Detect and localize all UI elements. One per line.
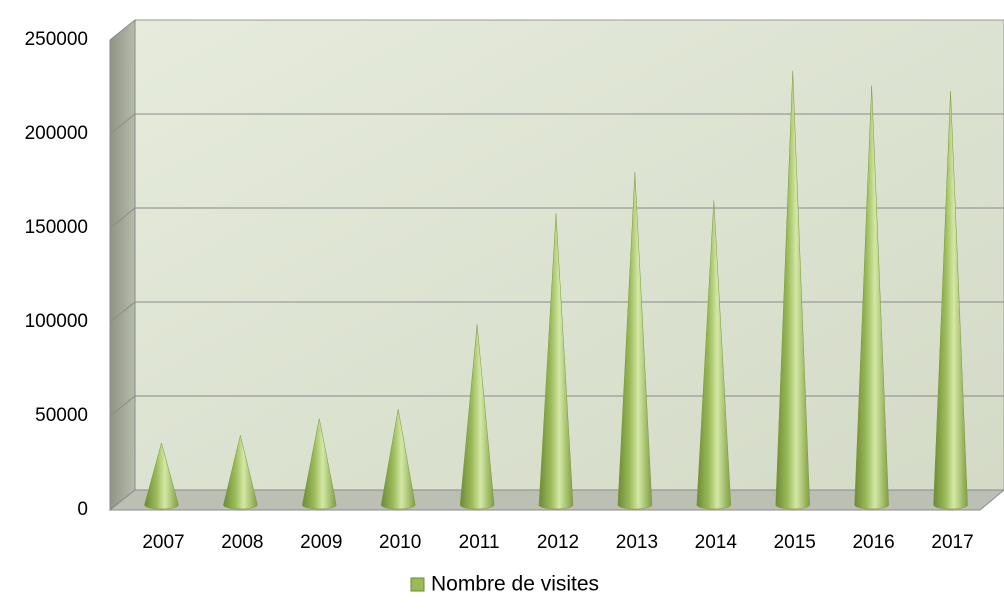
legend-swatch	[410, 577, 425, 592]
cone	[538, 213, 574, 510]
cone	[933, 91, 968, 510]
cone	[696, 200, 732, 510]
legend-label: Nombre de visites	[431, 573, 599, 596]
x-tick-label: 2013	[616, 532, 658, 553]
x-tick-label: 2015	[774, 532, 816, 553]
y-tick-label: 50000	[35, 405, 88, 426]
x-tick-label: 2016	[852, 532, 894, 553]
cone	[144, 442, 179, 510]
x-tick-label: 2011	[459, 532, 500, 553]
cone	[854, 85, 889, 510]
y-tick-label: 0	[77, 499, 88, 520]
x-tick-label: 2009	[300, 532, 342, 553]
x-tick-label: 2007	[142, 532, 184, 553]
side-wall	[109, 18, 136, 512]
y-tick-label: 150000	[25, 217, 88, 238]
x-tick-label: 2010	[379, 532, 421, 553]
x-tick-label: 2014	[695, 532, 738, 553]
cone	[459, 324, 495, 510]
cone	[380, 409, 416, 510]
x-tick-label: 2012	[537, 532, 579, 553]
y-tick-label: 200000	[25, 123, 88, 144]
x-tick-label: 2008	[221, 532, 263, 553]
y-tick-label: 250000	[25, 29, 88, 50]
cone	[223, 435, 258, 510]
cone	[775, 70, 810, 510]
x-tick-label: 2017	[931, 532, 973, 553]
y-tick-label: 100000	[25, 311, 88, 332]
cone	[617, 172, 653, 510]
grid-line	[109, 113, 1004, 135]
cone	[302, 418, 337, 510]
